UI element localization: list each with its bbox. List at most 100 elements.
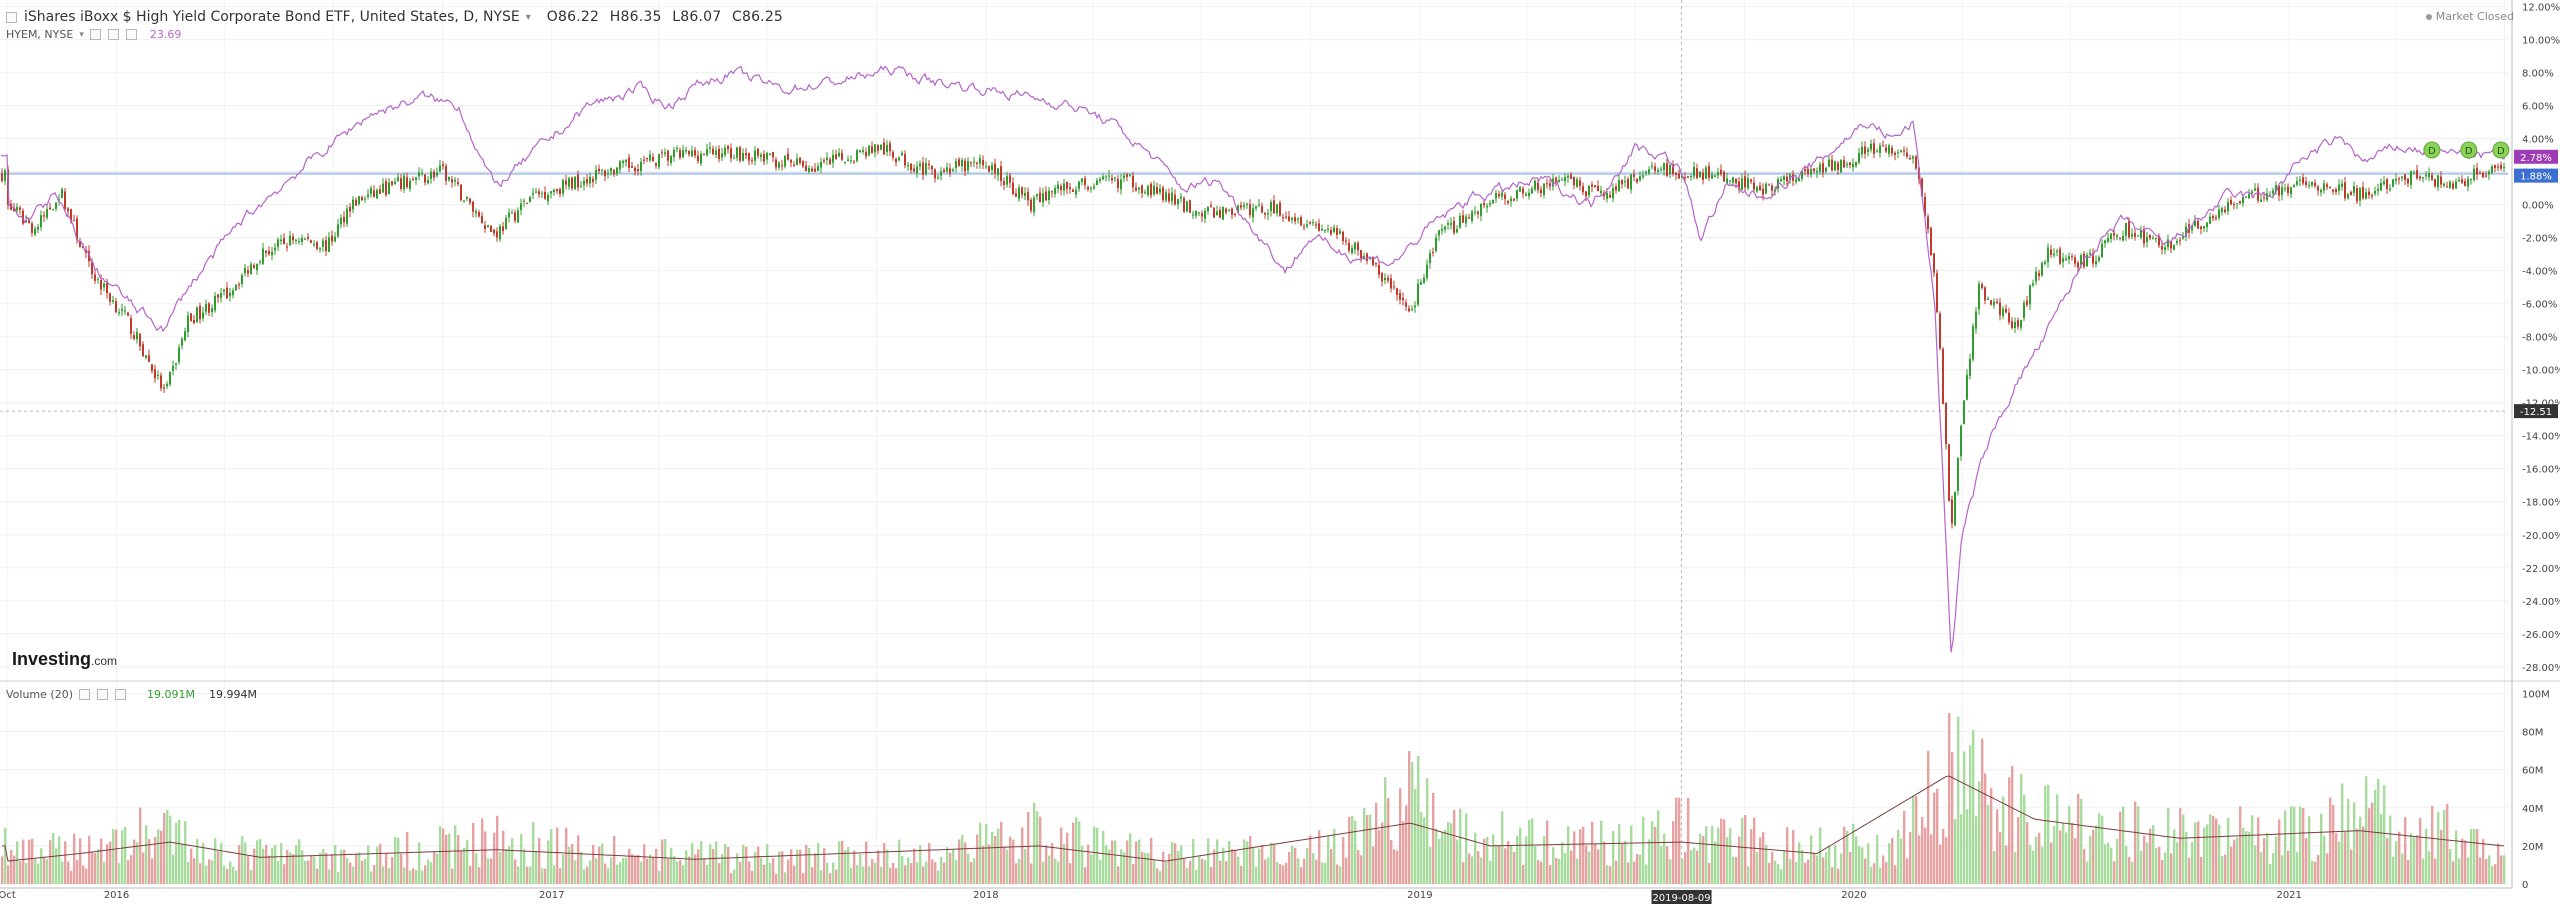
compare-label[interactable]: HYEM, NYSE [6,28,74,41]
candle-body [1471,211,1473,222]
volume-bar [2095,825,2098,884]
candle-body [2395,178,2397,181]
visibility-icon[interactable] [89,29,101,40]
volume-bar [1816,855,1819,884]
volume-bar [2380,814,2383,884]
volume-bar [73,833,76,884]
volume-bar [40,848,43,884]
volume-bar [1021,827,1024,884]
volume-bar [1531,818,1534,884]
symbol-title[interactable]: iShares iBoxx $ High Yield Corporate Bon… [24,9,520,25]
candle-body [2167,239,2169,248]
volume-bar [490,858,493,884]
volume-bar [781,851,784,884]
volume-bar [388,868,391,884]
volume-bar [1939,844,1942,884]
volume-bar [265,844,268,884]
dividend-marker-label: D [2465,146,2473,157]
close-icon[interactable] [125,29,137,40]
volume-bar [2212,815,2215,884]
volume-bar [193,858,196,884]
candle-body [2434,179,2436,187]
candle-body [157,374,159,377]
volume-bar [505,848,508,884]
candle-body [739,147,741,161]
candle-body [2098,257,2100,261]
volume-bar [1321,862,1324,884]
candle-body [949,168,951,174]
collapse-icon[interactable] [6,11,17,23]
candle-body [1357,242,1359,251]
chevron-down-icon[interactable]: ▾ [525,11,531,23]
volume-bar [2419,818,2422,884]
volume-bar [1372,846,1375,884]
candle-body [439,165,441,172]
volume-bar [1132,864,1135,884]
candle-body [1735,178,1737,184]
candle-body [997,168,999,176]
volume-bar [1447,822,1450,884]
candle-body [1870,143,1872,150]
candle-body [811,168,813,172]
visibility-icon[interactable] [79,689,90,700]
volume-bar [988,844,991,884]
volume-bar [1795,861,1798,884]
volume-bar [985,823,988,884]
candle-body [1231,208,1233,215]
volume-bar [1873,863,1876,884]
candle-body [1570,174,1572,179]
volume-bar [2080,798,2083,884]
volume-bar [598,846,601,884]
volume-bar [1567,826,1570,884]
candle-body [1861,147,1863,155]
candle-body [487,225,489,227]
candle-body [2173,245,2175,250]
candle-body [472,201,474,212]
volume-bar [1990,788,1993,884]
volume-bar [1996,809,1999,884]
candle-body [1216,211,1218,216]
chevron-down-icon[interactable]: ▾ [79,29,84,40]
volume-label[interactable]: Volume (20) [6,688,73,701]
candle-body [865,151,867,157]
volume-bar [1891,838,1894,884]
candle-body [724,147,726,156]
candle-body [1372,257,1374,265]
volume-tick-label: 40M [2522,804,2543,815]
volume-bar [1216,839,1219,884]
volume-bar [151,858,154,884]
volume-bar [697,849,700,884]
volume-bar [2242,827,2245,884]
candle-body [1285,216,1287,218]
candle-body [1828,159,1830,167]
settings-icon[interactable] [97,689,108,700]
volume-bar [1408,751,1411,884]
candle-body [1051,191,1053,193]
candle-body [832,154,834,163]
candle-body [2101,243,2103,257]
volume-bar [1420,812,1423,884]
volume-bar [565,827,568,884]
settings-icon[interactable] [107,29,119,40]
candle-body [1489,203,1491,205]
volume-bar [1093,826,1096,884]
volume-bar [814,853,817,884]
volume-bar [1141,851,1144,884]
volume-bar [2062,822,2065,884]
close-icon[interactable] [115,689,126,700]
candle-body [889,143,891,152]
y-tick-label: -22.00% [2522,564,2560,575]
candle-body [1144,192,1146,194]
candle-body [2080,255,2082,266]
candle-body [1810,168,1812,175]
volume-bar [997,828,1000,884]
volume-bar [862,866,865,884]
candle-body [1414,305,1416,308]
candle-body [625,159,627,162]
volume-bar [1471,856,1474,884]
candle-body [1675,173,1677,175]
volume-bar [253,848,256,884]
volume-bar [169,815,172,884]
candle-body [1348,242,1350,251]
